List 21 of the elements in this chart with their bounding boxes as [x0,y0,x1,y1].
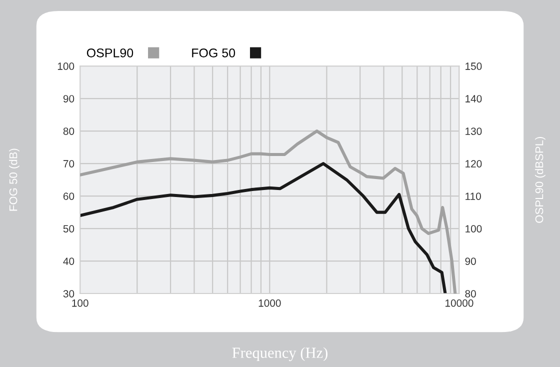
legend-label: OSPL90 [86,48,134,58]
y-tick-label: 30 [63,290,74,298]
y-tick-label: 90 [63,95,74,102]
y2-tick-label: 80 [465,290,476,298]
y2-tick-label: 120 [466,160,482,168]
y-tick-label: 70 [63,160,74,168]
y-tick-label: 50 [63,225,74,232]
x-tick-label: 10000 [446,299,474,307]
y2-tick-label: 90 [465,258,476,265]
legend-label: FOG 50 [192,48,236,58]
x-tick-label: 100 [72,299,88,307]
y-tick-label: 40 [63,258,74,265]
y2-tick-label: 100 [466,225,482,232]
y-tick-label: 60 [63,192,74,200]
y2-tick-label: 140 [466,95,482,102]
y2-tick-label: 130 [466,128,482,135]
y-tick-label: 100 [58,62,74,70]
y2-tick-label: 150 [466,62,482,70]
y2-tick-label: 110 [466,192,481,200]
x-tick-label: 1000 [258,299,281,307]
y-tick-label: 80 [63,128,74,135]
